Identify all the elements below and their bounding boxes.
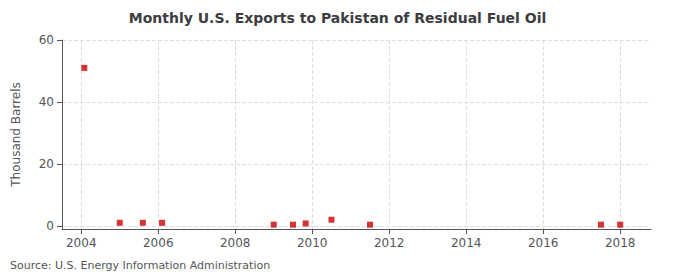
svg-text:60: 60	[39, 33, 54, 47]
svg-text:40: 40	[39, 95, 54, 109]
svg-text:20: 20	[39, 157, 54, 171]
svg-text:2012: 2012	[374, 236, 405, 250]
svg-text:0: 0	[46, 219, 54, 233]
svg-text:2018: 2018	[605, 236, 636, 250]
svg-text:2010: 2010	[297, 236, 328, 250]
svg-text:2014: 2014	[451, 236, 482, 250]
svg-text:2004: 2004	[66, 236, 97, 250]
svg-text:2008: 2008	[220, 236, 251, 250]
svg-text:2016: 2016	[528, 236, 559, 250]
svg-text:Monthly U.S. Exports to Pakist: Monthly U.S. Exports to Pakistan of Resi…	[129, 10, 547, 26]
svg-text:2006: 2006	[143, 236, 174, 250]
svg-text:Source: U.S. Energy Informatio: Source: U.S. Energy Information Administ…	[10, 259, 270, 272]
svg-text:Thousand Barrels: Thousand Barrels	[9, 82, 23, 187]
